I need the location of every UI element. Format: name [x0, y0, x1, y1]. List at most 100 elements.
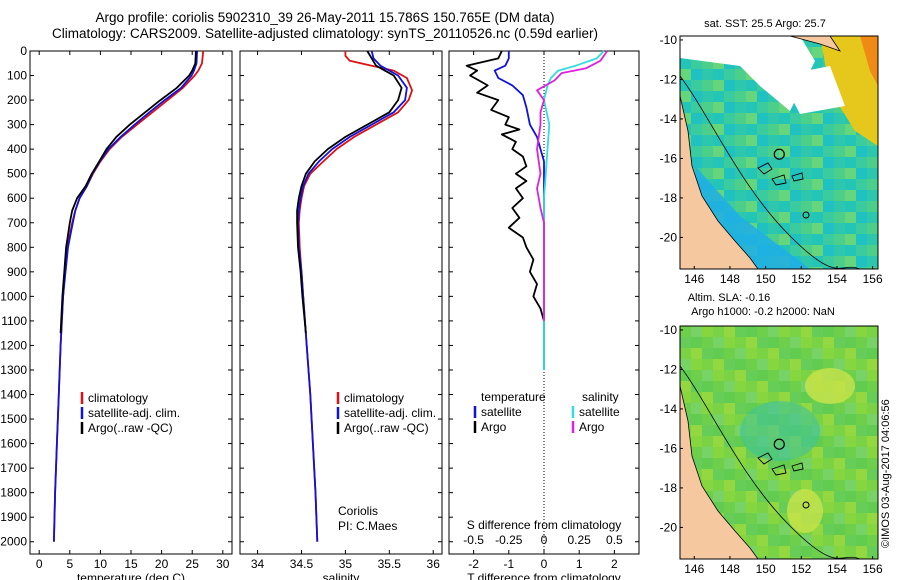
field-cell [790, 212, 801, 223]
field-cell [812, 212, 823, 223]
field-cell [834, 113, 845, 124]
field-cell [867, 179, 878, 190]
field-cell [801, 458, 812, 469]
field-cell [779, 491, 790, 502]
field-cell [757, 201, 768, 212]
field-cell [845, 190, 856, 201]
field-cell [812, 113, 823, 124]
field-cell [856, 348, 867, 359]
y-tick-label: 1500 [0, 412, 27, 426]
field-cell [845, 146, 856, 157]
land-australia [680, 95, 759, 269]
field-cell [834, 436, 845, 447]
field-cell [724, 348, 735, 359]
field-cell [856, 447, 867, 458]
field-cell [790, 348, 801, 359]
y-tick-label: 200 [7, 93, 27, 107]
field-cell [724, 502, 735, 513]
y-tick-label: 1100 [1, 314, 27, 328]
field-cell [680, 326, 691, 337]
field-cell [757, 381, 768, 392]
field-cell [790, 480, 801, 491]
field-cell [735, 359, 746, 370]
field-cell [702, 326, 713, 337]
map-field [680, 326, 878, 559]
field-cell [867, 513, 878, 524]
field-cell [834, 403, 845, 414]
field-cell [735, 403, 746, 414]
field-cell [834, 337, 845, 348]
field-cell [713, 458, 724, 469]
field-cell [757, 370, 768, 381]
field-cell [713, 491, 724, 502]
field-cell [768, 557, 779, 559]
field-cell [735, 392, 746, 403]
legend-label: satellite [481, 405, 522, 419]
field-cell [779, 513, 790, 524]
field-cell [735, 69, 746, 80]
s-tick-label: 0.25 [568, 533, 592, 547]
field-cell [735, 513, 746, 524]
field-cell [801, 146, 812, 157]
field-cell [746, 326, 757, 337]
field-cell [834, 524, 845, 535]
field-cell [856, 135, 867, 146]
y-tick-label: 1900 [0, 510, 27, 524]
field-cell [834, 234, 845, 245]
field-cell [768, 201, 779, 212]
x-tick-label: 25 [186, 557, 200, 571]
field-cell [757, 113, 768, 124]
field-cell [702, 102, 713, 113]
field-cell [812, 223, 823, 234]
field-cell [691, 414, 702, 425]
field-cell [735, 135, 746, 146]
field-cell [691, 403, 702, 414]
field-cell [845, 201, 856, 212]
field-cell [812, 447, 823, 458]
field-cell [823, 469, 834, 480]
field-cell [691, 447, 702, 458]
x-tick-label: 15 [124, 557, 138, 571]
field-cell [746, 480, 757, 491]
field-cell [845, 245, 856, 256]
field-cell [845, 403, 856, 414]
field-cell [724, 359, 735, 370]
field-cell [713, 502, 724, 513]
series-line-satellite-adj-clim- [297, 50, 408, 542]
map-sst: 146 148 150 152 154 156 -10 -12 -14 -16 -18 -20 sat.… [660, 18, 883, 286]
field-cell [812, 234, 823, 245]
series-line-s-argo [536, 50, 609, 321]
field-cell [691, 146, 702, 157]
field-cell [801, 245, 812, 256]
field-cell [702, 124, 713, 135]
map-title: sat. SST: 25.5 Argo: 25.7 [704, 18, 826, 30]
series-line-t-satellite [493, 51, 545, 370]
no-data-region [780, 66, 845, 114]
field-cell [746, 513, 757, 524]
field-cell [724, 80, 735, 91]
field-cell [746, 168, 757, 179]
field-cell [856, 245, 867, 256]
map-x-tick-label: 154 [827, 562, 847, 576]
field-cell [845, 392, 856, 403]
field-cell [768, 135, 779, 146]
field-cell [735, 179, 746, 190]
field-cell [823, 124, 834, 135]
field-cell [724, 381, 735, 392]
reef-outlines [757, 162, 804, 186]
field-cell [735, 447, 746, 458]
field-cell [768, 480, 779, 491]
field-cell [790, 359, 801, 370]
series-line-satellite-adj-clim- [53, 50, 198, 542]
field-cell [779, 469, 790, 480]
field-cell [856, 359, 867, 370]
field-cell [834, 480, 845, 491]
field-cell [691, 392, 702, 403]
field-cell [856, 370, 867, 381]
field-cell [746, 359, 757, 370]
field-cell [867, 245, 878, 256]
field-cell [735, 113, 746, 124]
field-cell [680, 359, 691, 370]
argo-float-marker [773, 438, 785, 450]
field-cell [823, 348, 834, 359]
